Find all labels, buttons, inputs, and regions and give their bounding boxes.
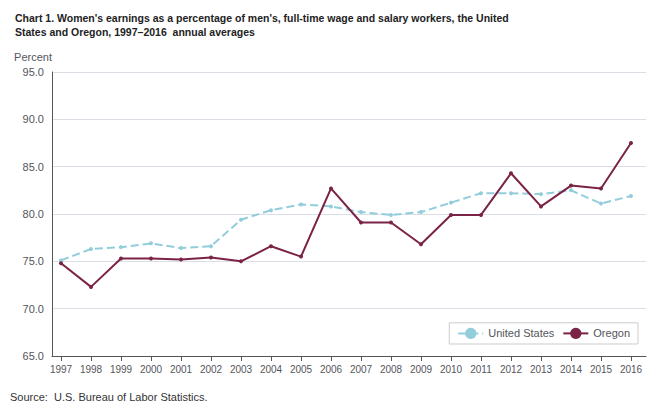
svg-text:65.0: 65.0 bbox=[23, 350, 44, 362]
svg-text:2012: 2012 bbox=[500, 364, 523, 375]
svg-text:2004: 2004 bbox=[260, 364, 283, 375]
svg-text:2010: 2010 bbox=[440, 364, 463, 375]
svg-text:80.0: 80.0 bbox=[23, 208, 44, 220]
svg-text:2005: 2005 bbox=[290, 364, 313, 375]
svg-text:2014: 2014 bbox=[560, 364, 583, 375]
svg-text:2002: 2002 bbox=[200, 364, 223, 375]
svg-text:2007: 2007 bbox=[350, 364, 373, 375]
svg-text:Percent: Percent bbox=[14, 51, 52, 63]
svg-text:1999: 1999 bbox=[110, 364, 133, 375]
svg-text:2009: 2009 bbox=[410, 364, 433, 375]
svg-text:2008: 2008 bbox=[380, 364, 403, 375]
svg-text:95.0: 95.0 bbox=[23, 66, 44, 78]
svg-text:States and Oregon, 1997–2016: States and Oregon, 1997–2016 annual aver… bbox=[15, 26, 255, 38]
svg-text:Source: U.S. Bureau of Labor: Source: U.S. Bureau of Labor Statistics. bbox=[10, 391, 207, 403]
svg-text:2006: 2006 bbox=[320, 364, 343, 375]
svg-text:2011: 2011 bbox=[470, 364, 492, 375]
svg-text:2013: 2013 bbox=[530, 364, 553, 375]
svg-text:2003: 2003 bbox=[230, 364, 253, 375]
svg-text:70.0: 70.0 bbox=[23, 303, 44, 315]
svg-text:2001: 2001 bbox=[170, 364, 193, 375]
svg-text:2016: 2016 bbox=[620, 364, 643, 375]
svg-text:United States: United States bbox=[488, 327, 555, 339]
svg-text:Oregon: Oregon bbox=[593, 327, 630, 339]
svg-text:85.0: 85.0 bbox=[23, 161, 44, 173]
svg-text:1997: 1997 bbox=[50, 364, 73, 375]
svg-text:90.0: 90.0 bbox=[23, 113, 44, 125]
svg-text:Chart 1. Women's earnings as a: Chart 1. Women's earnings as a percentag… bbox=[15, 12, 509, 24]
svg-text:75.0: 75.0 bbox=[23, 255, 44, 267]
svg-text:2015: 2015 bbox=[590, 364, 613, 375]
svg-text:2000: 2000 bbox=[140, 364, 163, 375]
svg-text:1998: 1998 bbox=[80, 364, 103, 375]
